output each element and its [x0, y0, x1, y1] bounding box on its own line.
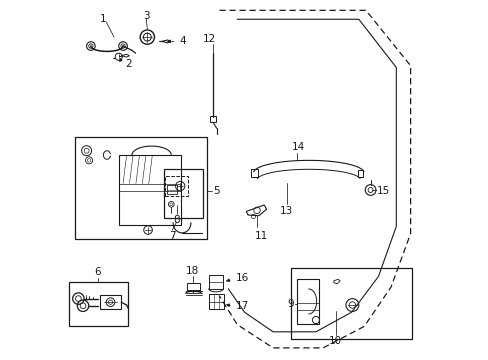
Text: 16: 16 [235, 273, 248, 283]
Text: 13: 13 [280, 206, 293, 216]
Bar [208, 294, 224, 309]
Text: 15: 15 [376, 186, 389, 196]
Text: 11: 11 [255, 231, 268, 241]
Text: 14: 14 [291, 142, 304, 152]
Bar [75, 137, 206, 239]
Text: 7: 7 [169, 231, 175, 241]
Text: 6: 6 [95, 267, 101, 277]
Bar [119, 155, 181, 225]
Text: 3: 3 [142, 12, 149, 21]
Bar [69, 282, 128, 327]
Text: 9: 9 [286, 299, 293, 309]
Text: 5: 5 [213, 186, 219, 197]
Bar [297, 279, 318, 324]
Bar [166, 185, 177, 194]
Bar [290, 267, 411, 339]
Text: 12: 12 [203, 33, 216, 44]
Bar [187, 283, 200, 290]
Text: 4: 4 [179, 36, 186, 46]
Bar [209, 116, 216, 122]
Text: 1: 1 [100, 14, 106, 24]
Text: 2: 2 [124, 59, 131, 69]
Bar [164, 169, 203, 217]
Text: 18: 18 [186, 266, 199, 276]
Bar [357, 170, 363, 177]
Bar [208, 275, 223, 289]
Text: 8: 8 [173, 215, 180, 225]
Bar [165, 176, 188, 196]
Text: 10: 10 [328, 336, 342, 346]
Bar [100, 295, 121, 309]
Text: 17: 17 [235, 301, 248, 311]
Bar [251, 169, 257, 177]
